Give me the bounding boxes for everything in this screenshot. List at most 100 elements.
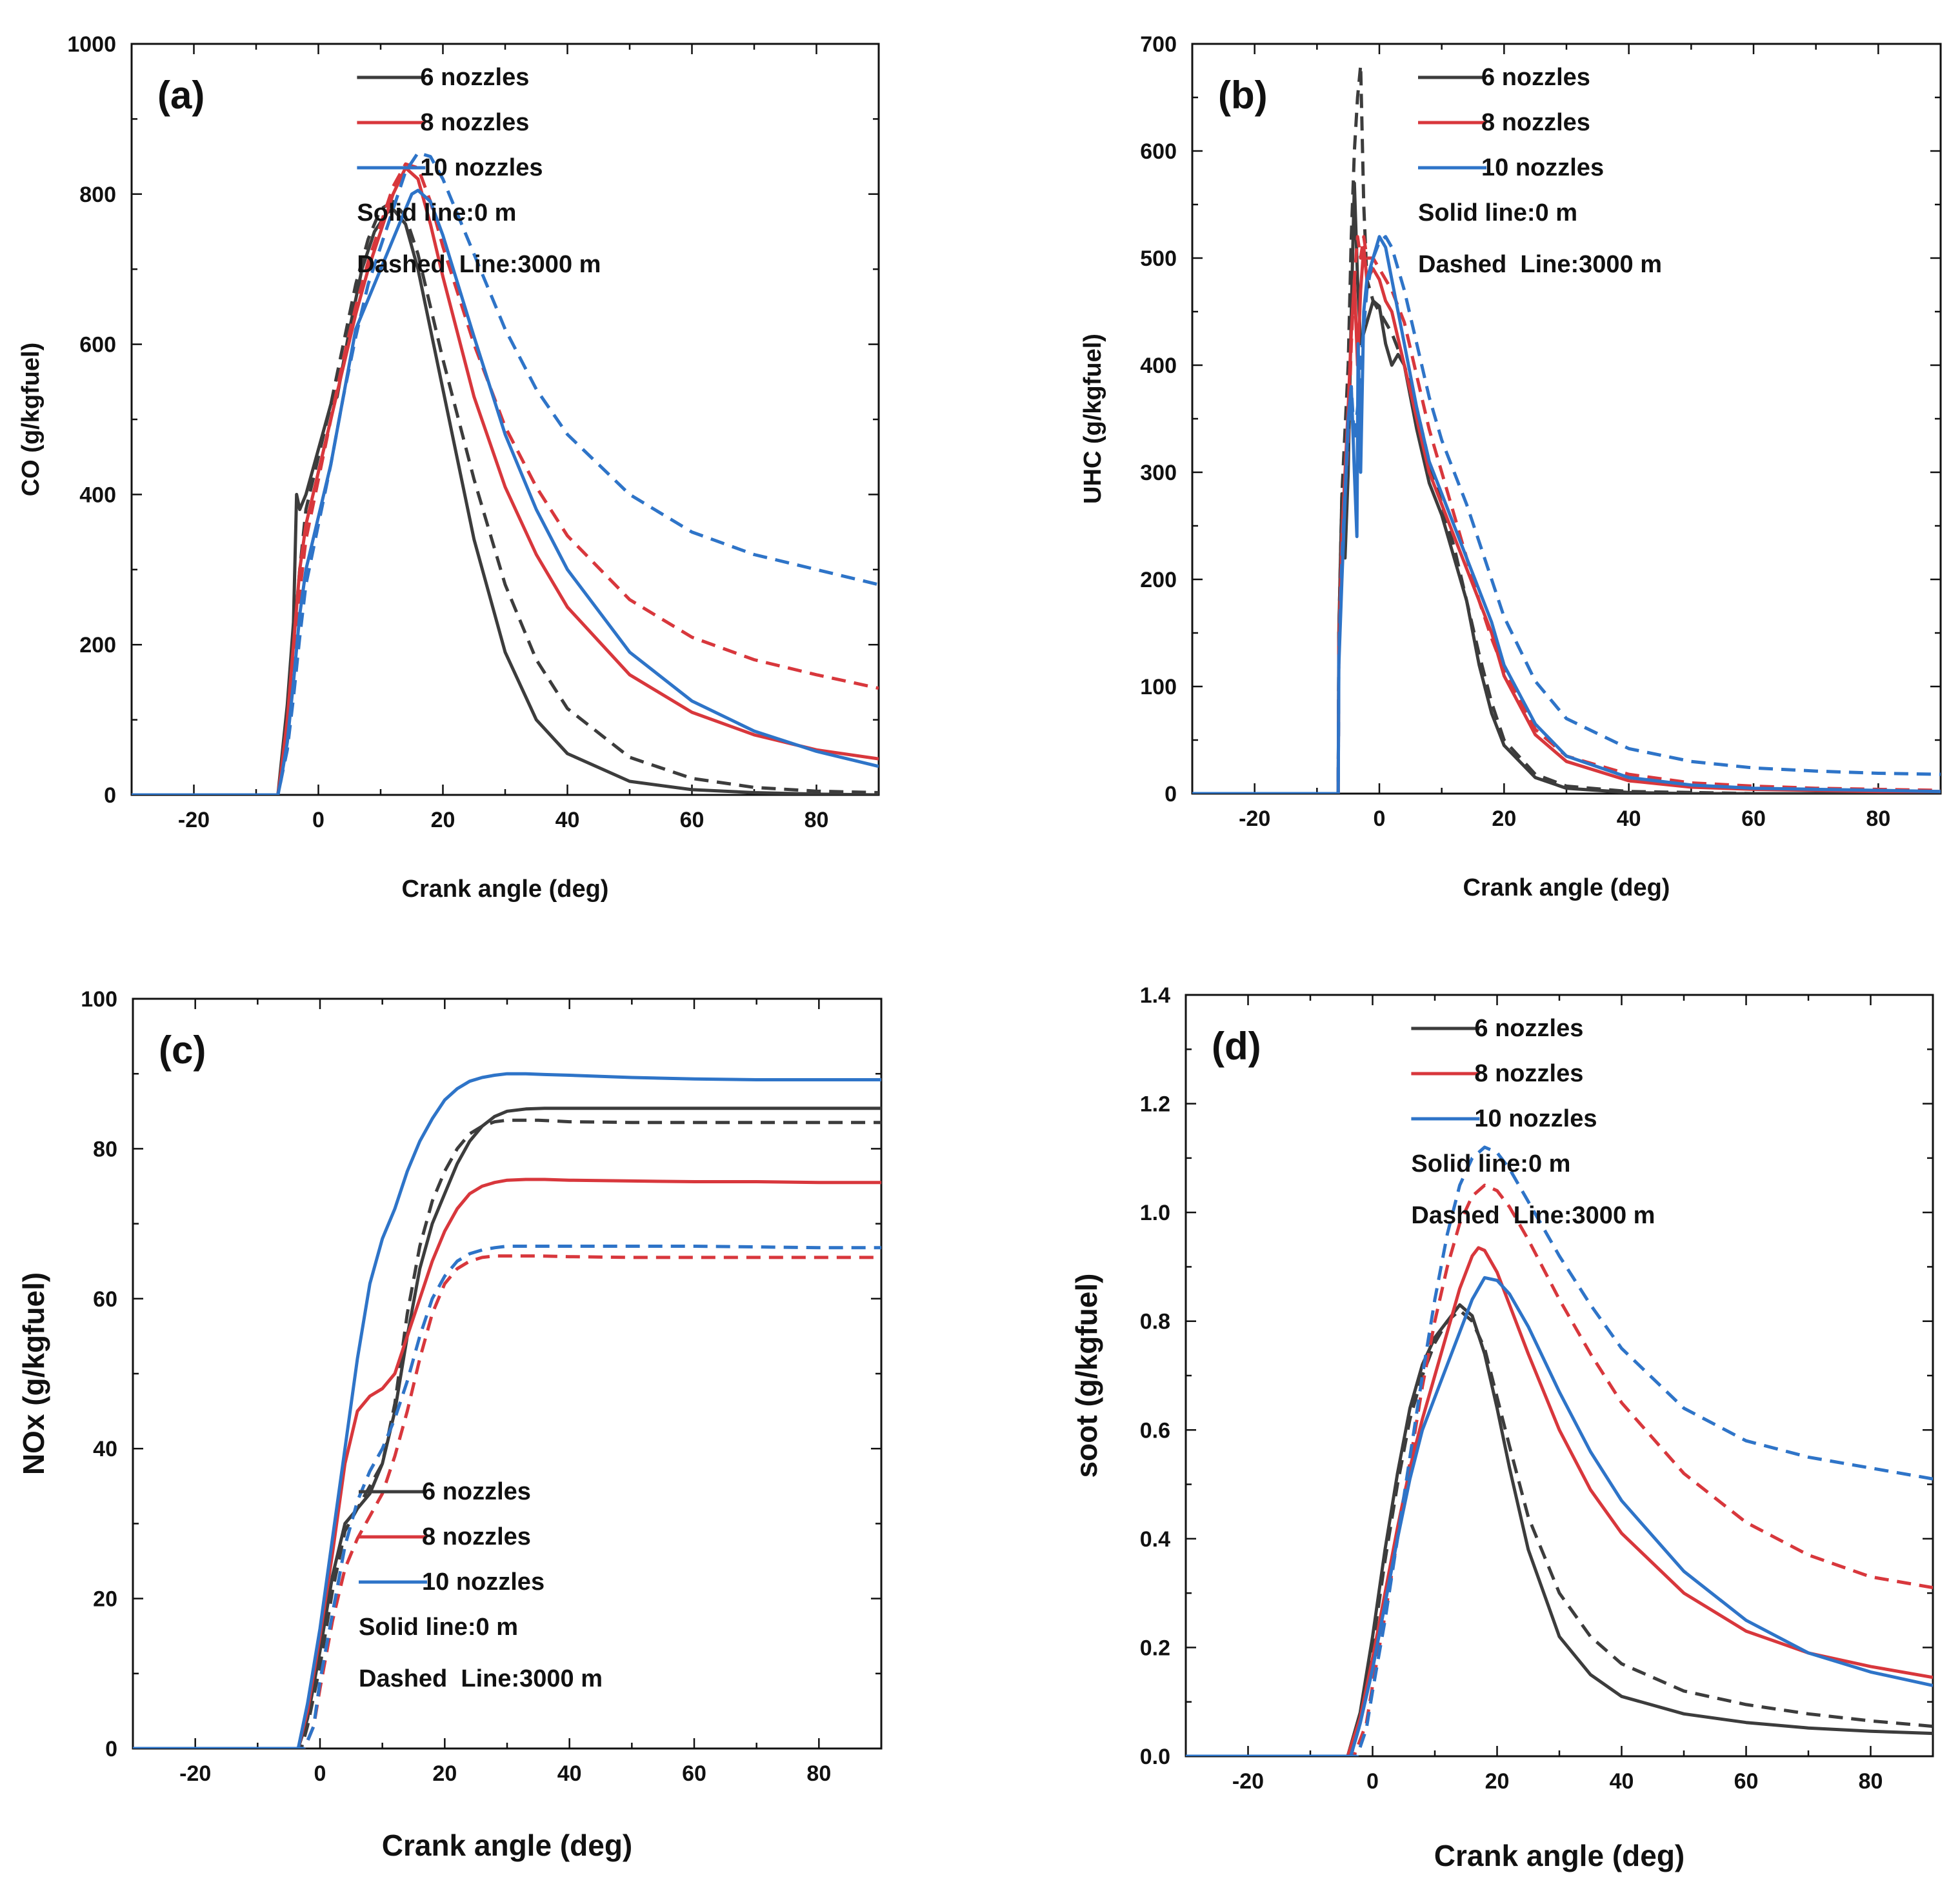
- x-axis-label: Crank angle (deg): [402, 876, 609, 903]
- legend-note: Dashed Line:3000 m: [359, 1665, 603, 1692]
- legend-entry: 6 nozzles: [422, 1478, 531, 1505]
- x-tick-label: 60: [1741, 807, 1766, 831]
- legend: 6 nozzles 8 nozzles 10 nozzles Solid line:0…: [1411, 1015, 1655, 1229]
- legend-note: Solid line:0 m: [1411, 1150, 1570, 1178]
- y-tick-label: 1000: [67, 32, 116, 57]
- legend-entry: 10 nozzles: [422, 1568, 545, 1596]
- series-line-10-nozzles-0m: [133, 1072, 881, 1749]
- series-line-10-nozzles-3000m: [1186, 1145, 1933, 1756]
- y-tick-label: 40: [93, 1437, 117, 1461]
- series-line-10-nozzles-0m: [1186, 1276, 1933, 1756]
- x-tick-label: 0: [1366, 1769, 1379, 1794]
- y-axis-label: NOx (g/kgfuel): [17, 1272, 50, 1475]
- x-axis-label: Crank angle (deg): [382, 1829, 633, 1862]
- x-tick-label: 20: [431, 808, 455, 832]
- chart-panel-4: -20 0 20 40 60 80 0.0 0.2 0.4 0.6 0.8 1.0 1.2 1.4 Cran…: [1070, 983, 1934, 1872]
- legend-entry: 10 nozzles: [1481, 154, 1604, 181]
- legend-note: Dashed Line:3000 m: [1418, 251, 1662, 278]
- y-tick-label: 600: [1140, 139, 1177, 164]
- series-line-10-nozzles-0m: [1192, 235, 1941, 794]
- series-line-8-nozzles-3000m: [132, 162, 879, 795]
- x-tick-label: -20: [178, 808, 210, 832]
- series-line-6-nozzles-0m: [133, 1107, 881, 1749]
- y-tick-label: 600: [79, 333, 116, 357]
- y-tick-label: 500: [1140, 246, 1177, 271]
- series-line-8-nozzles-3000m: [133, 1254, 881, 1749]
- x-tick-label: 40: [1610, 1769, 1634, 1794]
- x-tick-label: 40: [555, 808, 580, 832]
- x-tick-label: 0: [1374, 807, 1386, 831]
- series-lines: [132, 151, 879, 795]
- panel-label: (a): [157, 74, 205, 117]
- series-line-10-nozzles-3000m: [133, 1245, 881, 1749]
- panel-label: (b): [1218, 74, 1268, 117]
- x-tick-label: 0: [312, 808, 325, 832]
- series-line-10-nozzles-3000m: [132, 151, 879, 795]
- y-tick-label: 100: [81, 987, 117, 1012]
- x-tick-label: 60: [680, 808, 705, 832]
- panel-label: (d): [1212, 1025, 1261, 1068]
- legend-note: Dashed Line:3000 m: [357, 251, 601, 278]
- y-axis-label: CO (g/kgfuel): [17, 343, 45, 497]
- y-tick-label: 80: [93, 1137, 117, 1161]
- legend-entry: 8 nozzles: [1481, 109, 1590, 136]
- series-line-6-nozzles-3000m: [1186, 1308, 1933, 1756]
- legend-entry: 10 nozzles: [420, 154, 543, 181]
- series-line-8-nozzles-0m: [132, 166, 879, 795]
- y-tick-label: 0.0: [1140, 1745, 1170, 1769]
- x-tick-label: 40: [557, 1761, 582, 1786]
- chart-panel-3: -20 0 20 40 60 80 0 20 40 60 80 100 Crank angle (deg…: [17, 987, 883, 1862]
- y-tick-label: 400: [1140, 354, 1177, 378]
- x-tick-label: 80: [1859, 1769, 1883, 1794]
- panel-label: (c): [159, 1028, 206, 1072]
- y-tick-label: 0: [105, 1737, 117, 1761]
- y-tick-label: 400: [79, 483, 116, 507]
- x-tick-label: 60: [1734, 1769, 1759, 1794]
- y-tick-label: 300: [1140, 461, 1177, 485]
- x-tick-label: -20: [179, 1761, 211, 1786]
- x-tick-label: 20: [1485, 1769, 1510, 1794]
- series-lines: [1186, 1145, 1933, 1756]
- x-tick-label: 80: [806, 1761, 831, 1786]
- y-tick-label: 800: [79, 183, 116, 207]
- series-line-6-nozzles-3000m: [133, 1118, 881, 1749]
- legend-note: Dashed Line:3000 m: [1411, 1202, 1655, 1229]
- x-tick-label: 60: [682, 1761, 706, 1786]
- y-tick-label: 1.0: [1140, 1201, 1170, 1225]
- y-tick-label: 700: [1140, 32, 1177, 57]
- y-tick-label: 200: [1140, 568, 1177, 592]
- series-lines: [1192, 63, 1941, 794]
- y-axis-label: soot (g/kgfuel): [1070, 1274, 1103, 1478]
- x-tick-label: -20: [1239, 807, 1270, 831]
- x-tick-label: 20: [1492, 807, 1516, 831]
- legend-entry: 6 nozzles: [1481, 64, 1590, 91]
- y-tick-label: 0.8: [1140, 1310, 1170, 1334]
- legend-entry: 8 nozzles: [422, 1523, 531, 1550]
- legend-entry: 8 nozzles: [1474, 1060, 1583, 1087]
- legend-entry: 6 nozzles: [420, 64, 529, 91]
- y-tick-label: 1.4: [1140, 983, 1170, 1008]
- series-line-8-nozzles-3000m: [1192, 235, 1941, 794]
- x-tick-label: 20: [432, 1761, 457, 1786]
- y-tick-label: 60: [93, 1287, 117, 1312]
- legend-entry: 6 nozzles: [1474, 1015, 1583, 1042]
- legend: 6 nozzles 8 nozzles 10 nozzles Solid line:0…: [1418, 64, 1662, 278]
- y-tick-label: 0.2: [1140, 1636, 1170, 1660]
- legend: 6 nozzles 8 nozzles 10 nozzles Solid line:0…: [359, 1478, 603, 1692]
- y-tick-label: 1.2: [1140, 1092, 1170, 1117]
- x-tick-label: 80: [1866, 807, 1890, 831]
- legend-note: Solid line:0 m: [359, 1614, 518, 1641]
- y-tick-label: 0.6: [1140, 1418, 1170, 1443]
- x-axis-label: Crank angle (deg): [1463, 874, 1670, 901]
- legend-entry: 8 nozzles: [420, 109, 529, 136]
- legend-entry: 10 nozzles: [1474, 1105, 1597, 1132]
- series-line-8-nozzles-0m: [1186, 1246, 1933, 1756]
- x-tick-label: 40: [1617, 807, 1641, 831]
- y-tick-label: 200: [79, 633, 116, 657]
- series-lines: [133, 1072, 881, 1749]
- x-axis-label: Crank angle (deg): [1434, 1839, 1685, 1872]
- y-tick-label: 0: [1165, 782, 1177, 807]
